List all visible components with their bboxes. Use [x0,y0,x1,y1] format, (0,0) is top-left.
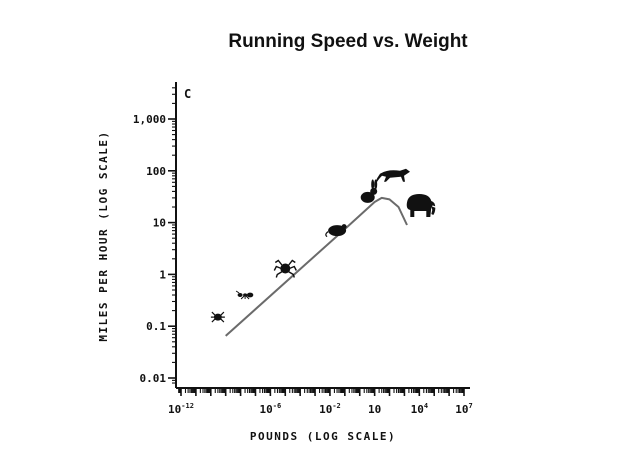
x-tick-label: 10 [368,403,381,416]
x-tick-label: 107 [455,402,472,416]
series-line [225,196,408,337]
y-tick-label: 100 [146,165,166,178]
x-tick-label: 104 [411,402,428,416]
elephant-icon [406,194,439,217]
mouse-icon [325,224,347,238]
y-tick-label: 0.1 [146,320,166,333]
chart-title: Running Speed vs. Weight [228,31,468,52]
x-minor-ticks [178,388,465,396]
ant-icon [235,290,254,300]
y-tick-label: 10 [153,217,166,230]
y-minor-ticks [168,87,176,384]
mite-icon [210,311,225,323]
rabbit-icon [360,179,378,203]
x-tick-label: 10-2 [319,402,341,416]
y-axis-label: MILES PER HOUR (LOG SCALE) [97,130,110,341]
panel-label: C [184,87,191,101]
spider-icon [273,259,297,278]
x-tick-label: 10-12 [168,402,194,416]
y-tick-label: 1 [159,268,166,281]
y-tick-label: 0.01 [140,372,167,385]
x-axis-label: POUNDS (LOG SCALE) [250,430,396,443]
x-tick-labels: 10-12 10-6 10-2 10 104 107 [168,402,473,416]
cheetah-icon [375,168,410,184]
animal-markers [210,168,439,323]
y-tick-labels: 0.01 0.1 1 10 100 1,000 [133,113,167,385]
x-tick-label: 10-6 [260,402,282,416]
y-tick-label: 1,000 [133,113,166,126]
